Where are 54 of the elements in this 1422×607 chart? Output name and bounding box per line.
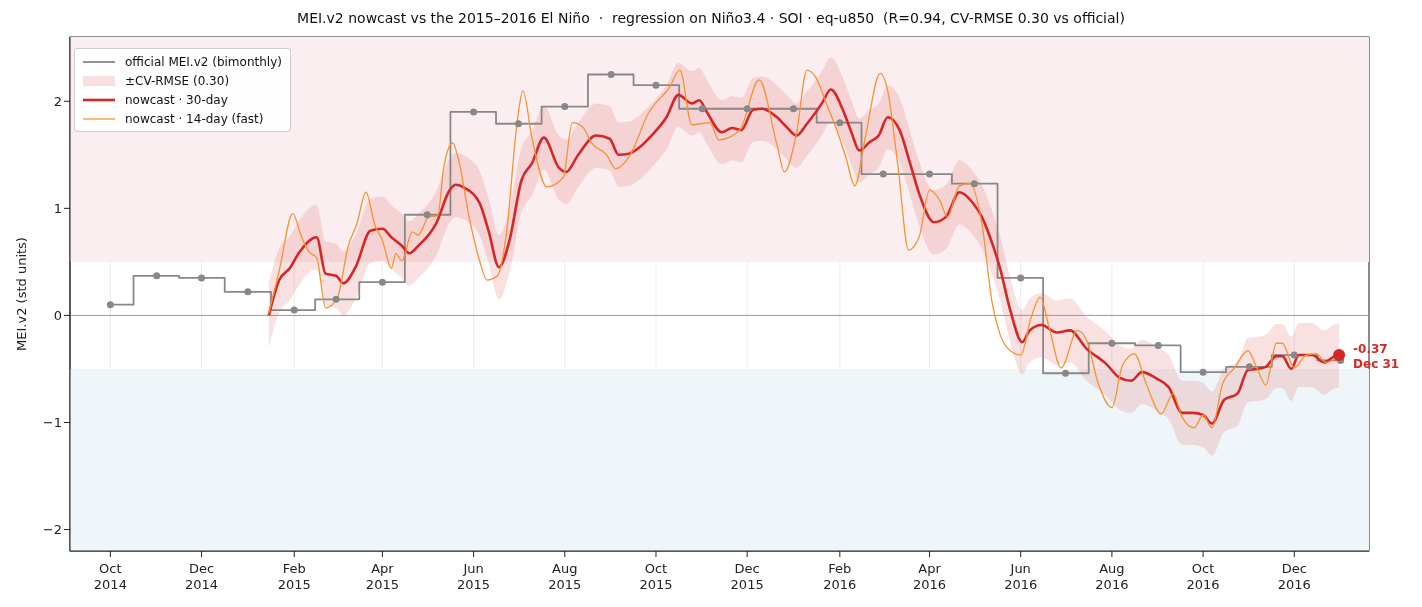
point bbox=[290, 306, 298, 314]
point bbox=[1199, 368, 1207, 376]
y-tick-label: 2 bbox=[53, 93, 62, 109]
point bbox=[879, 170, 887, 178]
point bbox=[1062, 369, 1070, 377]
point bbox=[1154, 341, 1162, 349]
point bbox=[1017, 274, 1025, 282]
annotation: -0.37 Dec 31 bbox=[1353, 342, 1400, 372]
y-tick-label: 0 bbox=[53, 308, 62, 324]
point bbox=[106, 301, 114, 309]
annotation: ±CV-RMSE (0.30) bbox=[125, 73, 230, 88]
point bbox=[332, 295, 340, 303]
x-tick-label: Dec 2015 bbox=[730, 561, 764, 592]
point bbox=[470, 108, 478, 116]
x-tick-label: Oct 2014 bbox=[93, 561, 127, 592]
legend-label: nowcast · 14-day (fast) bbox=[125, 111, 264, 126]
y-axis-title: MEI.v2 (std units) bbox=[14, 237, 29, 351]
x-tick-label: Feb 2016 bbox=[823, 561, 857, 592]
legend-label: official MEI.v2 (bimonthly) bbox=[125, 54, 282, 69]
point bbox=[1290, 351, 1298, 359]
point bbox=[198, 274, 206, 282]
point bbox=[1108, 339, 1116, 347]
x-tick-label: Dec 2016 bbox=[1277, 561, 1311, 592]
point bbox=[607, 70, 615, 78]
y-tick-label: −1 bbox=[42, 415, 62, 431]
x-tick-label: Jun 2016 bbox=[1004, 561, 1038, 592]
chart-title: MEI.v2 nowcast vs the 2015–2016 El Niño · regression on Niño3.4 · SOI · eq-u850 (R=0.94, CV-RMSE 0.30 vs official) bbox=[296, 10, 1126, 26]
point bbox=[926, 170, 934, 178]
x-tick-label: Oct 2016 bbox=[1186, 561, 1220, 592]
legend-label: nowcast · 30-day bbox=[125, 92, 228, 107]
x-tick-label: Apr 2015 bbox=[365, 561, 399, 592]
point bbox=[836, 119, 844, 127]
point bbox=[423, 211, 431, 219]
x-tick-label: Feb 2015 bbox=[277, 561, 311, 592]
point bbox=[698, 105, 706, 113]
point bbox=[652, 81, 660, 89]
point bbox=[153, 272, 161, 280]
y-tick-label: −2 bbox=[42, 522, 62, 538]
x-tick-label: Oct 2015 bbox=[639, 561, 673, 592]
point bbox=[378, 278, 386, 286]
x-tick-label: Dec 2014 bbox=[185, 561, 219, 592]
point bbox=[970, 180, 978, 188]
point bbox=[514, 120, 522, 128]
point bbox=[1333, 349, 1346, 362]
point bbox=[561, 103, 569, 111]
point bbox=[789, 105, 797, 113]
x-tick-label: Aug 2016 bbox=[1095, 561, 1129, 592]
x-tick-label: Apr 2016 bbox=[912, 561, 947, 592]
x-tick-label: Aug 2015 bbox=[548, 561, 582, 592]
point bbox=[1245, 363, 1253, 371]
point bbox=[244, 288, 252, 296]
x-tick-label: Jun 2015 bbox=[457, 561, 491, 592]
y-tick-label: 1 bbox=[53, 200, 62, 216]
point bbox=[743, 105, 751, 113]
